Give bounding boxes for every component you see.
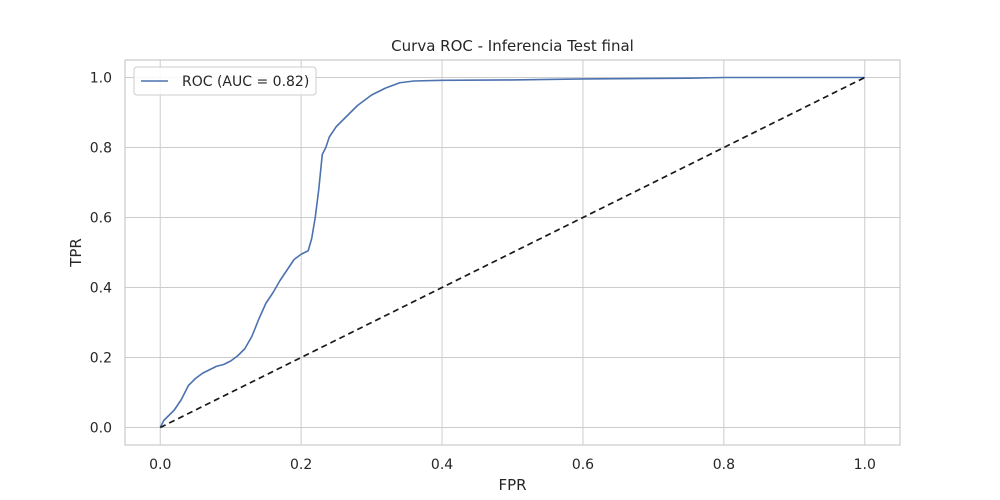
- x-tick-label: 0.8: [713, 457, 735, 473]
- legend-label-roc: ROC (AUC = 0.82): [182, 74, 309, 90]
- y-axis-label: TPR: [67, 238, 85, 268]
- x-tick-label: 1.0: [854, 457, 876, 473]
- y-tick-label: 0.4: [90, 281, 112, 297]
- x-tick-label: 0.2: [290, 457, 312, 473]
- chart-title: Curva ROC - Inferencia Test final: [391, 37, 634, 55]
- y-ticks: 0.0 0.2 0.4 0.6 0.8 1.0: [90, 71, 112, 437]
- diagonal-reference-line: [159, 76, 866, 429]
- roc-curve-line: [159, 76, 865, 428]
- x-tick-label: 0.4: [431, 457, 453, 473]
- y-tick-label: 0.8: [90, 141, 112, 157]
- x-axis-label: FPR: [498, 476, 526, 494]
- y-tick-label: 0.6: [90, 211, 112, 227]
- y-tick-label: 0.2: [90, 351, 112, 367]
- y-tick-label: 1.0: [90, 71, 112, 87]
- legend-box: [133, 66, 317, 96]
- x-tick-label: 0.0: [149, 457, 171, 473]
- plot-frame: [124, 59, 901, 446]
- legend: ROC (AUC = 0.82): [133, 66, 317, 96]
- series-lines: [159, 76, 866, 429]
- grid: [125, 60, 900, 445]
- x-tick-label: 0.6: [572, 457, 594, 473]
- x-ticks: 0.0 0.2 0.4 0.6 0.8 1.0: [149, 457, 876, 473]
- y-tick-label: 0.0: [90, 421, 112, 437]
